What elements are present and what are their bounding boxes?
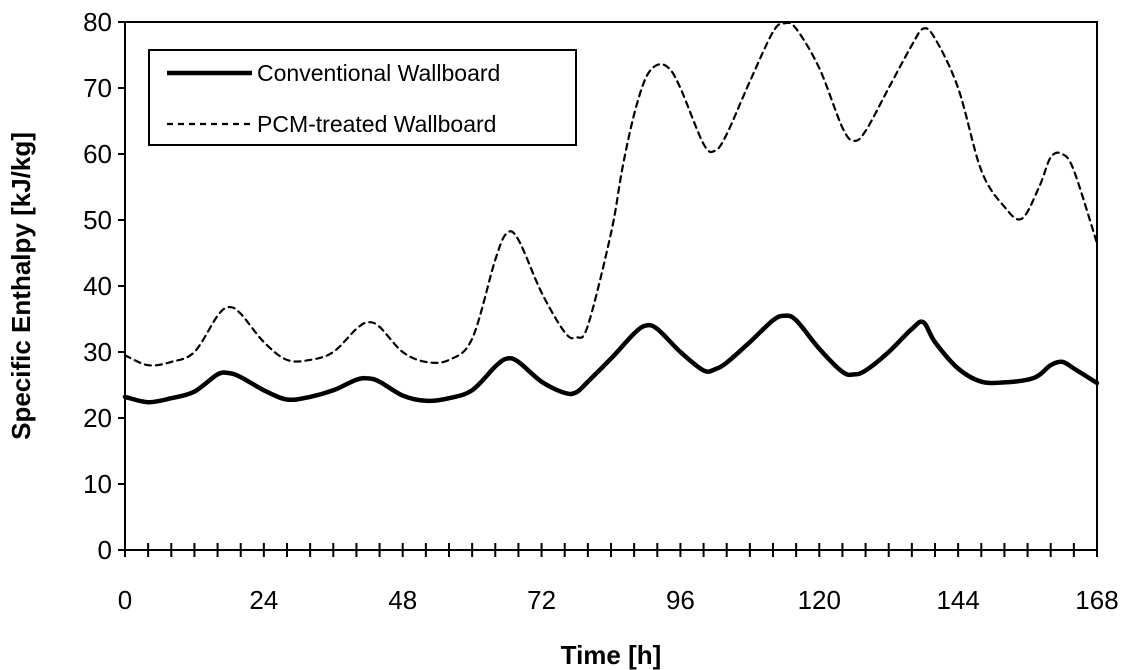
- legend-box: [148, 49, 577, 146]
- y-tick-label: 70: [83, 73, 112, 103]
- x-tick-label: 72: [527, 585, 556, 615]
- y-tick-label: 30: [83, 337, 112, 367]
- y-tick-label: 0: [98, 535, 112, 565]
- x-tick-label: 168: [1075, 585, 1118, 615]
- legend-label-conventional: Conventional Wallboard: [257, 60, 500, 86]
- y-axis-title: Specific Enthalpy [kJ/kg]: [6, 132, 36, 440]
- series-layer: [122, 21, 1100, 405]
- y-tick-label: 10: [83, 469, 112, 499]
- x-tick-label: 144: [936, 585, 979, 615]
- x-axis: 0 24 48 72 96 120 144 168: [118, 543, 1119, 615]
- y-axis: 0 10 20 30 40 50 60 70 80: [83, 7, 125, 565]
- legend-label-pcm: PCM-treated Wallboard: [257, 111, 496, 137]
- y-tick-label: 80: [83, 7, 112, 37]
- x-axis-title: Time [h]: [561, 640, 662, 670]
- x-tick-label: 24: [249, 585, 278, 615]
- x-tick-label: 0: [118, 585, 132, 615]
- legend: Conventional Wallboard PCM-treated Wallb…: [148, 49, 577, 146]
- x-tick-label: 96: [666, 585, 695, 615]
- series-line-pcm: [123, 21, 1099, 367]
- y-tick-label: 50: [83, 205, 112, 235]
- y-tick-label: 20: [83, 403, 112, 433]
- y-tick-label: 60: [83, 139, 112, 169]
- x-tick-label: 48: [388, 585, 417, 615]
- x-tick-label: 120: [798, 585, 841, 615]
- y-tick-label: 40: [83, 271, 112, 301]
- series-line-conventional: [122, 313, 1100, 405]
